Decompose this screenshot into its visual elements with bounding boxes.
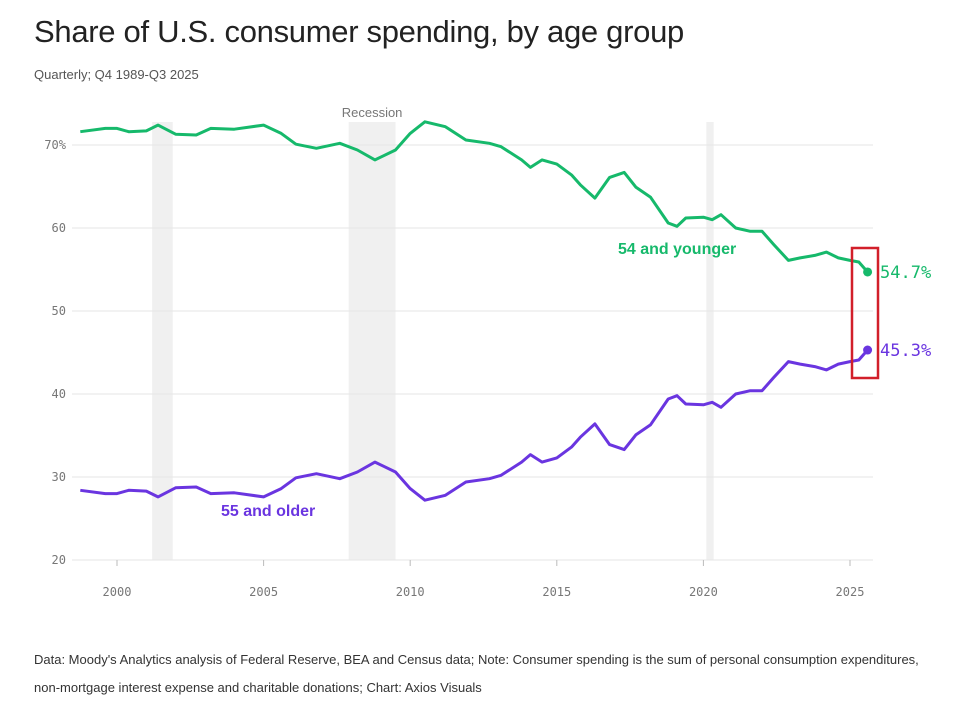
- y-tick-label: 70%: [44, 138, 66, 152]
- series-label-54-and-younger: 54 and younger: [618, 241, 736, 258]
- x-tick-label: 2025: [836, 585, 865, 599]
- end-point: [863, 267, 873, 277]
- x-tick-label: 2005: [249, 585, 278, 599]
- end-point: [863, 345, 873, 355]
- y-tick-label: 60: [52, 221, 66, 235]
- chart-subtitle: Quarterly; Q4 1989-Q3 2025: [34, 67, 199, 82]
- series-label-55-and-older: 55 and older: [221, 503, 315, 520]
- y-tick-label: 30: [52, 470, 66, 484]
- source-note: Data: Moody's Analytics analysis of Fede…: [34, 652, 919, 695]
- y-tick-label: 20: [52, 553, 66, 567]
- x-tick-label: 2020: [689, 585, 718, 599]
- y-tick-label: 50: [52, 304, 66, 318]
- chart-title: Share of U.S. consumer spending, by age …: [34, 14, 684, 49]
- recession-band: [152, 122, 173, 560]
- recession-band: [348, 122, 396, 560]
- recession-band: [706, 122, 714, 560]
- end-value-label: 45.3%: [880, 341, 931, 361]
- series-line-54-and-younger: [80, 120, 869, 273]
- x-tick-label: 2010: [396, 585, 425, 599]
- line-chart: Recession 20 30 40 50 60 70% 2000 2005 2010 2015 20…: [44, 105, 931, 599]
- highlight-box: [850, 246, 880, 380]
- x-tick-label: 2000: [103, 585, 132, 599]
- recession-label: Recession: [342, 105, 403, 120]
- y-tick-label: 40: [52, 387, 66, 401]
- end-value-label: 54.7%: [880, 263, 931, 283]
- series-line-55-and-older: [80, 349, 869, 502]
- x-tick-label: 2015: [542, 585, 571, 599]
